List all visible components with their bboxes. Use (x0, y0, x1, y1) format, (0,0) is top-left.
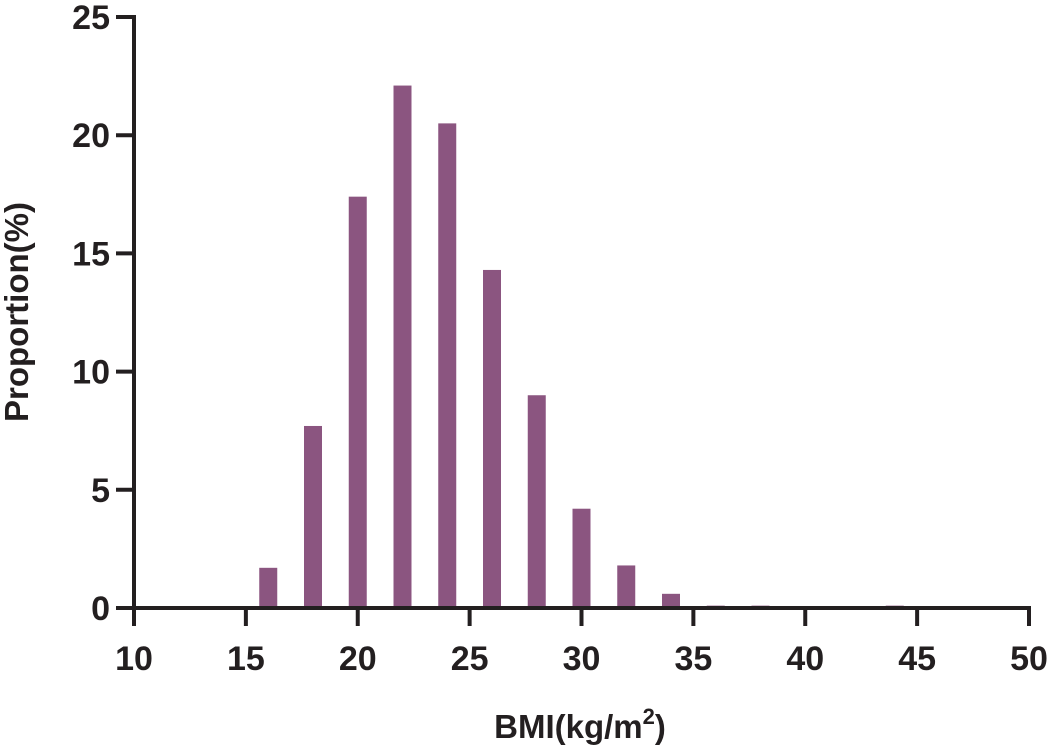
y-tick-label: 5 (91, 472, 110, 510)
x-tick-label: 45 (898, 640, 936, 678)
y-tick-label: 20 (72, 117, 110, 155)
x-axis-title-main: BMI(kg/m (494, 708, 643, 745)
bar (527, 395, 546, 608)
bar (617, 565, 636, 608)
bar (304, 425, 322, 608)
bar (572, 508, 591, 608)
bar (393, 85, 412, 608)
bars-group (259, 85, 994, 608)
bar (483, 269, 501, 608)
y-tick-label: 15 (72, 235, 110, 273)
x-tick-label: 35 (674, 640, 712, 678)
bar (259, 567, 278, 608)
x-tick-label: 15 (227, 640, 265, 678)
x-axis-title-close: ) (655, 708, 666, 745)
bar (348, 196, 367, 608)
y-ticks-group: 0 5 10 15 20 25 (72, 0, 134, 628)
bar (438, 123, 457, 608)
x-tick-label: 10 (115, 640, 153, 678)
y-tick-label: 10 (72, 354, 110, 392)
x-axis-title-superscript: 2 (643, 704, 655, 729)
bar (662, 593, 680, 608)
y-tick-label: 25 (72, 0, 110, 37)
x-ticks-group: 10 15 20 25 30 35 40 45 50 (115, 608, 1048, 678)
x-tick-label: 25 (451, 640, 489, 678)
x-tick-label: 30 (563, 640, 601, 678)
x-tick-label: 40 (786, 640, 824, 678)
x-tick-label: 50 (1010, 640, 1048, 678)
y-axis-title: Proportion(%) (0, 202, 35, 422)
x-tick-label: 20 (339, 640, 377, 678)
y-tick-label: 0 (91, 590, 110, 628)
x-axis-title: BMI(kg/m2) (494, 704, 666, 745)
